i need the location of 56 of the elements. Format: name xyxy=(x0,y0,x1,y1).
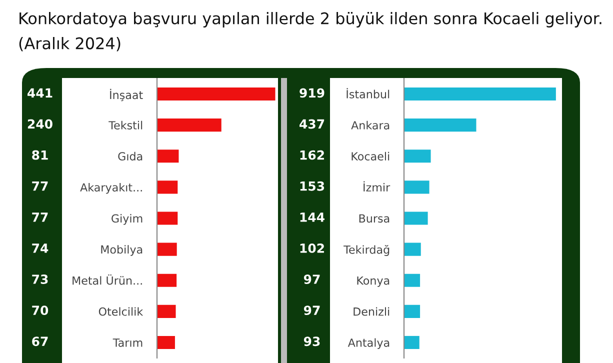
data-label: 73 xyxy=(32,274,48,284)
data-label: 97 xyxy=(304,274,320,284)
bar xyxy=(404,118,476,132)
y-tick-label: Tekstil xyxy=(108,120,142,130)
y-tick-label: Giyim xyxy=(112,214,142,225)
bar xyxy=(157,304,176,318)
bar xyxy=(404,88,556,101)
bar xyxy=(404,336,420,349)
data-label: 240 xyxy=(28,119,52,129)
bar xyxy=(404,150,431,163)
data-label: 70 xyxy=(32,306,48,316)
data-label: 77 xyxy=(32,182,48,191)
bar xyxy=(404,212,428,225)
data-label: 153 xyxy=(300,181,324,191)
y-tick-label: Ankara xyxy=(351,120,390,130)
data-label: 441 xyxy=(28,88,52,98)
bar xyxy=(157,180,178,194)
data-label: 97 xyxy=(304,306,320,316)
bar xyxy=(157,242,177,256)
chart-subtitle: (Aralık 2024) xyxy=(19,37,120,52)
y-tick-label: Tarım xyxy=(112,338,142,347)
y-tick-label: İzmir xyxy=(364,181,390,192)
bar xyxy=(404,274,420,287)
bar xyxy=(404,304,420,318)
bar xyxy=(157,118,222,132)
bar xyxy=(157,88,276,101)
y-tick-label: Otelcilik xyxy=(98,307,144,316)
y-tick-label: Bursa xyxy=(359,214,390,223)
bar xyxy=(157,274,177,287)
bar xyxy=(404,242,421,256)
y-tick-label: Kocaeli xyxy=(352,152,390,161)
y-tick-label: Gıda xyxy=(118,152,142,161)
y-tick-label: Akaryakıt... xyxy=(80,182,142,194)
data-label: 102 xyxy=(300,243,324,253)
bar xyxy=(157,212,178,225)
y-tick-label: Denizli xyxy=(354,307,390,316)
data-label: 162 xyxy=(300,150,324,160)
data-label: 77 xyxy=(32,212,48,222)
y-tick-label: Konya xyxy=(357,276,390,287)
bar xyxy=(157,150,179,163)
data-label: 93 xyxy=(304,336,320,346)
y-tick-label: İnşaat xyxy=(110,88,143,102)
y-tick-label: Tekirdağ xyxy=(344,244,390,256)
y-tick-label: Metal Ürün... xyxy=(72,274,142,285)
bar xyxy=(157,336,175,349)
y-tick-label: Antalya xyxy=(348,338,390,350)
y-tick-label: Mobilya xyxy=(101,245,142,256)
data-label: 81 xyxy=(32,150,48,160)
text: Konkordatoya başvuru yapılan illerde 2 büyük ilden sonra Kocaeli geliyor. xyxy=(20,12,602,28)
y-tick-label: İstanbul xyxy=(346,88,390,98)
data-label: 67 xyxy=(32,336,48,346)
data-label: 919 xyxy=(300,88,324,98)
data-label: 74 xyxy=(32,244,48,253)
bar xyxy=(404,180,430,194)
data-label: 144 xyxy=(300,212,324,222)
data-label: 437 xyxy=(300,119,324,129)
